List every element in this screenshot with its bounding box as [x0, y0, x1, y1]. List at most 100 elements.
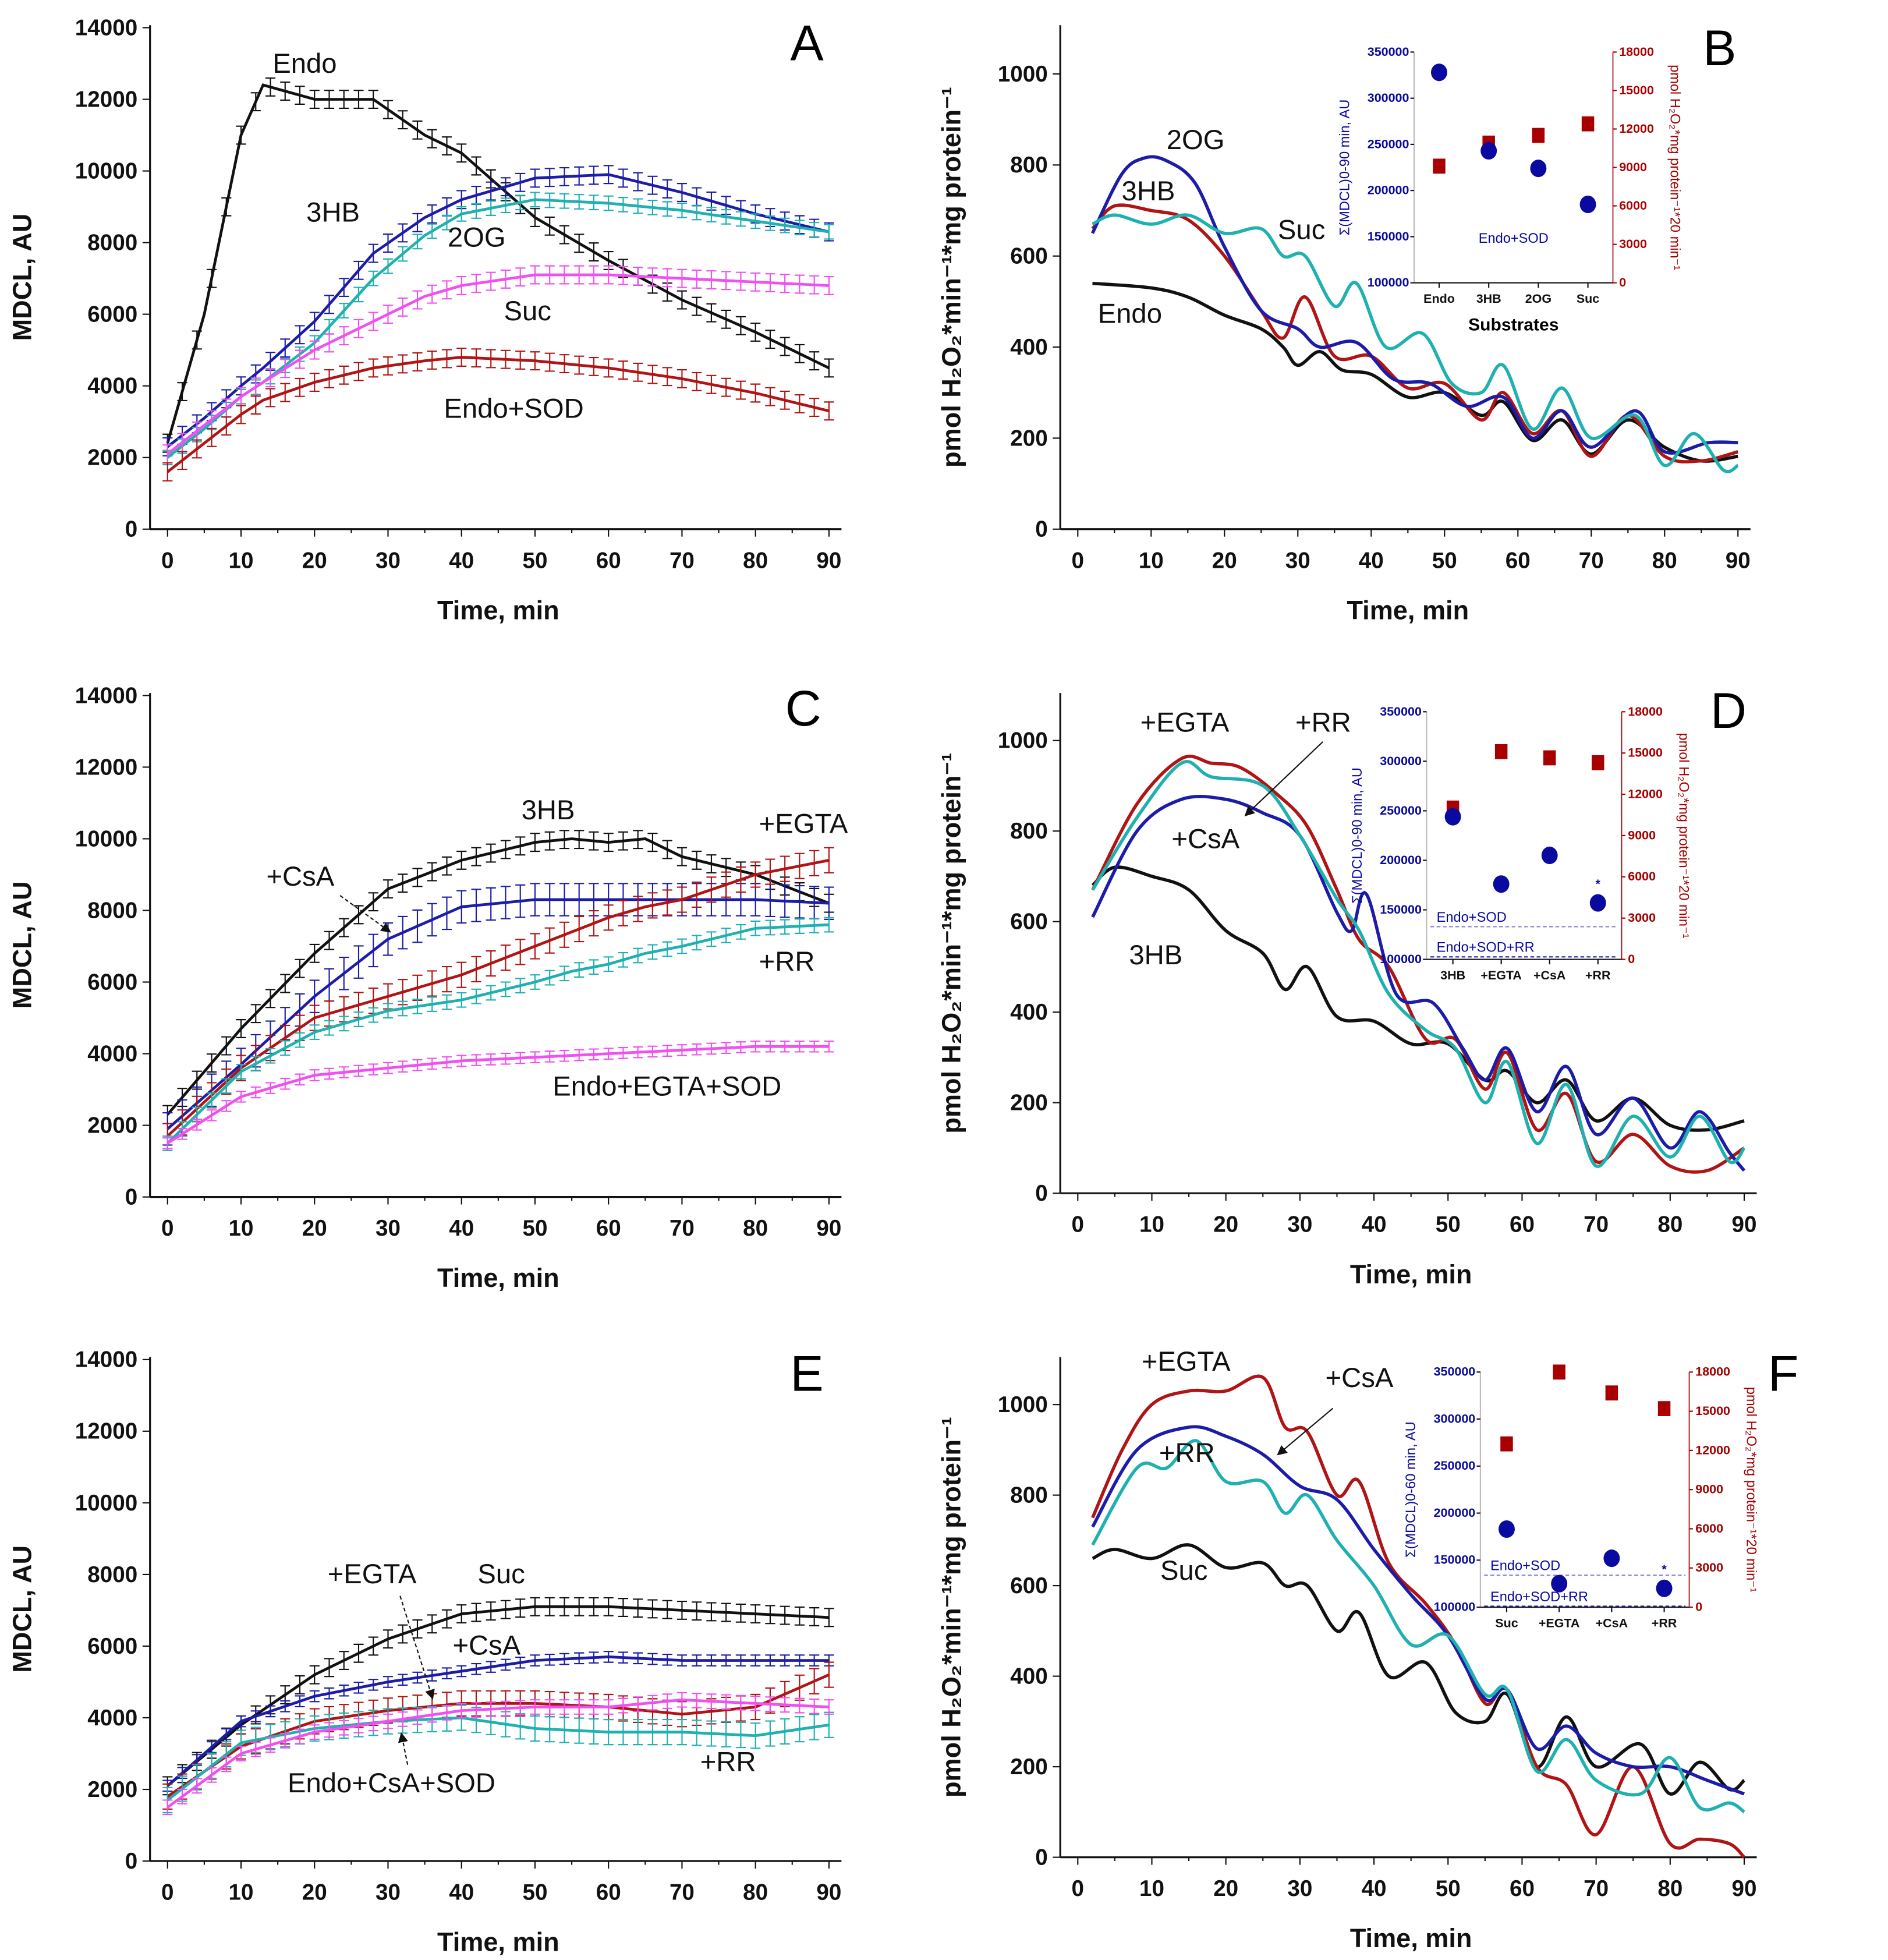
series-line [1091, 865, 1745, 1132]
error-bar [471, 1054, 481, 1066]
error-bar [589, 959, 599, 975]
x-tick-label: 70 [670, 1216, 695, 1241]
inset-left-tick-label: 250000 [1434, 1459, 1476, 1473]
error-bar [647, 1045, 658, 1058]
x-tick-label: 90 [1726, 548, 1751, 573]
error-bar [471, 203, 481, 219]
error-bar [692, 850, 702, 870]
error-bar [515, 194, 526, 211]
x-tick-label: 0 [1072, 1876, 1085, 1901]
inset-left-tick-label: 350000 [1368, 45, 1409, 59]
error-bar [618, 900, 629, 927]
y-axis-title: MDCL, AU [8, 1545, 37, 1673]
error-bar [368, 1007, 378, 1023]
error-bar [441, 1704, 452, 1721]
inset-left-tick-label: 300000 [1368, 91, 1409, 105]
x-tick-label: 50 [1432, 548, 1457, 573]
error-bar [515, 350, 526, 370]
y-axis-title: pmol H₂O₂*min⁻¹*mg protein⁻¹ [936, 87, 966, 468]
panel-A-labels: A Endo 3HB 2OG Suc Endo+SOD [272, 15, 824, 424]
error-bar [192, 330, 202, 350]
error-bar [735, 1041, 746, 1053]
error-bar [250, 1056, 261, 1072]
x-tick-label: 30 [1287, 1876, 1312, 1901]
error-bar [177, 1788, 187, 1805]
x-axis-title: Time, min [437, 595, 559, 625]
error-bar [735, 211, 746, 227]
error-bar [177, 451, 187, 470]
series-label-3hb: 3HB [1129, 940, 1182, 971]
inset-red-square [1605, 1385, 1618, 1401]
error-bar [589, 910, 599, 937]
inset-right-tick-label: 9000 [1628, 828, 1656, 842]
error-bar [206, 268, 217, 288]
error-bar [250, 1004, 261, 1024]
x-tick-label: 70 [1579, 548, 1604, 573]
error-bar [750, 861, 761, 888]
inset-left-tick-label: 200000 [1368, 183, 1409, 197]
y-tick-label: 4000 [87, 1041, 137, 1066]
x-tick-label: 0 [1072, 548, 1085, 573]
inset-reference-label: Endo+SOD+RR [1490, 1590, 1588, 1605]
error-bar [603, 833, 614, 852]
error-bar [780, 274, 790, 293]
error-bar [662, 941, 672, 957]
error-bar [780, 217, 790, 233]
error-bar [456, 348, 467, 367]
error-bar [750, 272, 761, 292]
inset-left-tick-label: 150000 [1434, 1553, 1476, 1567]
error-bar [544, 192, 555, 208]
inset-category-label: +CsA [1533, 968, 1566, 982]
inset-left-axis-title: Σ(MDCL)0-90 min, AU [1350, 767, 1365, 904]
inset-right-tick-label: 15000 [1628, 746, 1663, 760]
error-bar [515, 1656, 526, 1669]
panel-A: 0 10 20 30 40 50 60 70 80 90 0 2000 4000 6000 8000 1000… [8, 15, 842, 625]
error-bar [162, 462, 173, 482]
error-bar [309, 312, 320, 331]
error-bar [412, 868, 423, 887]
error-bar [486, 181, 496, 201]
error-bar [309, 1069, 320, 1081]
error-bar [368, 270, 378, 286]
error-bar [809, 850, 820, 876]
inset-left-tick-label: 300000 [1434, 1411, 1476, 1425]
error-bar [339, 918, 349, 937]
error-bar [809, 222, 820, 238]
error-bar [676, 847, 688, 866]
series-label-rr: +RR [1295, 707, 1351, 738]
series-line [167, 1655, 829, 1787]
error-bar [824, 1040, 834, 1053]
error-bar [824, 401, 834, 421]
error-bar [559, 921, 570, 948]
error-bar [809, 398, 820, 418]
error-bar [647, 365, 658, 384]
error-bar [221, 1036, 232, 1056]
x-tick-label: 40 [449, 1216, 474, 1241]
inset-right-tick-label: 18000 [1695, 1365, 1730, 1379]
error-bar [618, 1598, 629, 1617]
series-line [167, 1716, 830, 1802]
error-bar [809, 1607, 820, 1626]
error-bar [427, 1669, 437, 1682]
error-bar [618, 168, 629, 188]
y-tick-label: 400 [1010, 335, 1047, 360]
error-bar [236, 1063, 246, 1080]
error-bar [692, 204, 702, 221]
error-bar [721, 1694, 731, 1710]
error-bar [206, 427, 217, 447]
error-bar [324, 1067, 335, 1080]
inset-blue-dot [1589, 894, 1606, 912]
error-bar [706, 374, 717, 394]
inset-right-tick-label: 12000 [1628, 787, 1663, 801]
inset-left-tick-label: 150000 [1368, 229, 1409, 243]
x-tick-label: 40 [449, 1880, 474, 1905]
error-bar [206, 1767, 217, 1783]
error-bar [412, 233, 423, 250]
series-label-csa: +CsA [266, 861, 334, 892]
error-bar [618, 952, 629, 968]
series-line [1091, 754, 1745, 1174]
x-tick-label: 0 [161, 1216, 174, 1241]
error-bar [324, 1020, 335, 1036]
y-tick-label: 14000 [75, 1347, 137, 1372]
error-bar [750, 1722, 761, 1749]
